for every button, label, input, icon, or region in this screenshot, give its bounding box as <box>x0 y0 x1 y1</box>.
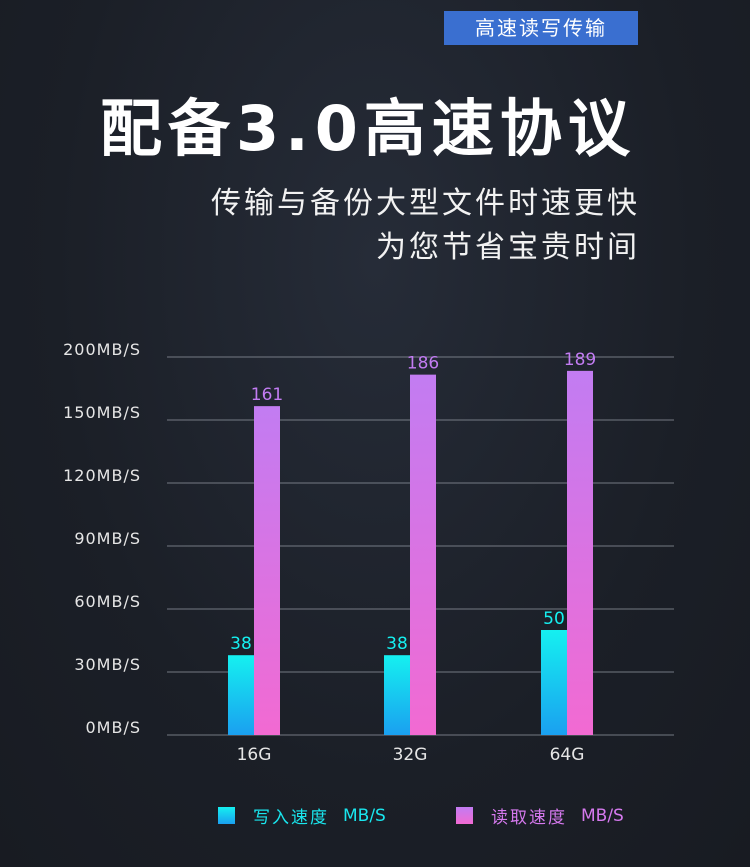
y-tick-label: 60MB/S <box>74 592 141 611</box>
page-title: 配备3.0高速协议 <box>100 92 636 165</box>
bar-value-label: 189 <box>564 350 596 370</box>
bar-value-label: 38 <box>230 634 252 654</box>
write-speed-bar <box>541 630 567 735</box>
read-speed-bar <box>410 374 436 735</box>
bars <box>228 370 593 735</box>
y-tick-label: 30MB/S <box>74 655 141 674</box>
legend-read: 读取速度 MB/S <box>456 803 624 828</box>
write-speed-bar <box>384 655 410 735</box>
write-speed-bar <box>228 655 254 735</box>
y-tick-label: 0MB/S <box>85 718 141 737</box>
y-tick-label: 120MB/S <box>63 466 141 485</box>
feature-badge: 高速读写传输 <box>444 11 638 45</box>
subtitle-line-1: 传输与备份大型文件时速更快 <box>211 186 640 221</box>
labels: 0MB/S 30MB/S 60MB/S 90MB/S 120MB/S 150MB/S 200… <box>63 340 596 765</box>
x-category-label: 32G <box>393 745 428 765</box>
legend-read-label: 读取速度 <box>491 808 567 828</box>
bar-value-label: 50 <box>543 609 565 629</box>
bar-value-label: 186 <box>407 354 439 374</box>
read-speed-bar <box>254 406 280 735</box>
bar-value-label: 38 <box>386 634 408 654</box>
x-category-label: 64G <box>550 745 585 765</box>
y-tick-label: 90MB/S <box>74 529 141 548</box>
read-speed-bar <box>567 370 593 735</box>
legend-write-label: 写入速度 <box>253 808 329 828</box>
x-category-label: 16G <box>237 745 272 765</box>
legend-read-swatch <box>456 807 473 824</box>
y-tick-label: 150MB/S <box>63 403 141 422</box>
legend-write-unit: MB/S <box>343 805 386 826</box>
legend-read-unit: MB/S <box>581 805 624 826</box>
bar-value-label: 161 <box>251 385 283 405</box>
legend-write: 写入速度 MB/S <box>218 803 386 828</box>
legend-write-swatch <box>218 807 235 824</box>
subtitle-line-2: 为您节省宝贵时间 <box>376 230 640 265</box>
y-tick-label: 200MB/S <box>63 340 141 359</box>
